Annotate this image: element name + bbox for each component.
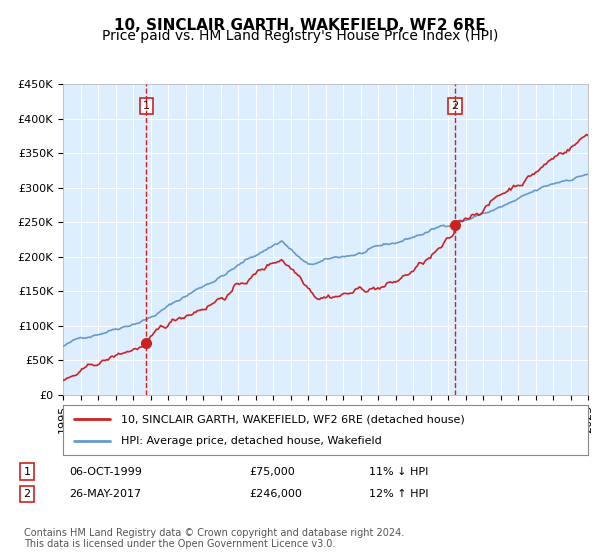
- Text: £75,000: £75,000: [249, 466, 295, 477]
- Text: Price paid vs. HM Land Registry's House Price Index (HPI): Price paid vs. HM Land Registry's House …: [102, 29, 498, 43]
- Text: 1: 1: [143, 101, 150, 111]
- Text: 2: 2: [451, 101, 458, 111]
- Text: 1: 1: [23, 466, 31, 477]
- Text: £246,000: £246,000: [249, 489, 302, 499]
- Text: 10, SINCLAIR GARTH, WAKEFIELD, WF2 6RE: 10, SINCLAIR GARTH, WAKEFIELD, WF2 6RE: [114, 18, 486, 33]
- Text: HPI: Average price, detached house, Wakefield: HPI: Average price, detached house, Wake…: [121, 436, 382, 446]
- Text: 06-OCT-1999: 06-OCT-1999: [69, 466, 142, 477]
- Text: 11% ↓ HPI: 11% ↓ HPI: [369, 466, 428, 477]
- Text: 2: 2: [23, 489, 31, 499]
- Text: 12% ↑ HPI: 12% ↑ HPI: [369, 489, 428, 499]
- Text: Contains HM Land Registry data © Crown copyright and database right 2024.
This d: Contains HM Land Registry data © Crown c…: [24, 528, 404, 549]
- Text: 26-MAY-2017: 26-MAY-2017: [69, 489, 141, 499]
- Text: 10, SINCLAIR GARTH, WAKEFIELD, WF2 6RE (detached house): 10, SINCLAIR GARTH, WAKEFIELD, WF2 6RE (…: [121, 414, 464, 424]
